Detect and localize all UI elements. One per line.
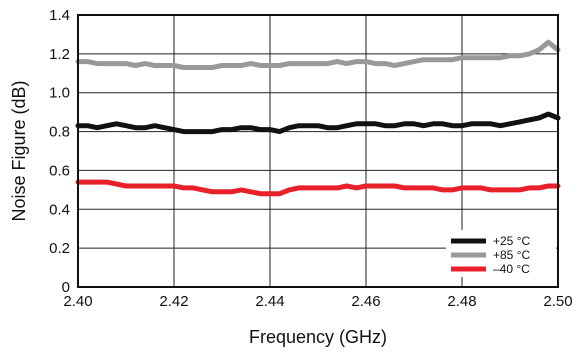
series-line-2 [75,179,561,197]
y-tick-label: 1.0 [49,85,70,102]
x-tick-label: 2.48 [447,293,476,310]
y-tick-label: 1.2 [49,46,70,63]
y-tick-label: 0.6 [49,162,70,179]
legend-label: +85 °C [493,248,530,262]
x-tick-label: 2.40 [63,293,92,310]
series-line-0 [75,111,561,135]
x-tick-label: 2.50 [543,293,572,310]
y-tick-label: 0.4 [49,201,70,218]
y-tick-label: 1.4 [49,7,70,24]
y-tick-label: 0.2 [49,240,70,257]
plot-frame [77,14,559,288]
x-tick-label: 2.46 [351,293,380,310]
tick-labels: 2.40 2.42 2.44 2.46 2.48 2.50 0 0.2 0.4 0.6 0.8 1.0… [49,7,572,310]
x-axis-title: Frequency (GHz) [249,327,387,347]
x-tick-label: 2.42 [159,293,188,310]
series-layer [75,39,561,197]
y-tick-label: 0.8 [49,124,70,141]
series-line-1 [75,39,561,70]
legend: +25 °C+85 °C–40 °C [446,230,556,277]
legend-label: –40 °C [493,262,530,276]
y-tick-label: 0 [62,279,70,296]
x-tick-label: 2.44 [255,293,284,310]
legend-label: +25 °C [493,234,530,248]
y-axis-title: Noise Figure (dB) [9,80,29,221]
